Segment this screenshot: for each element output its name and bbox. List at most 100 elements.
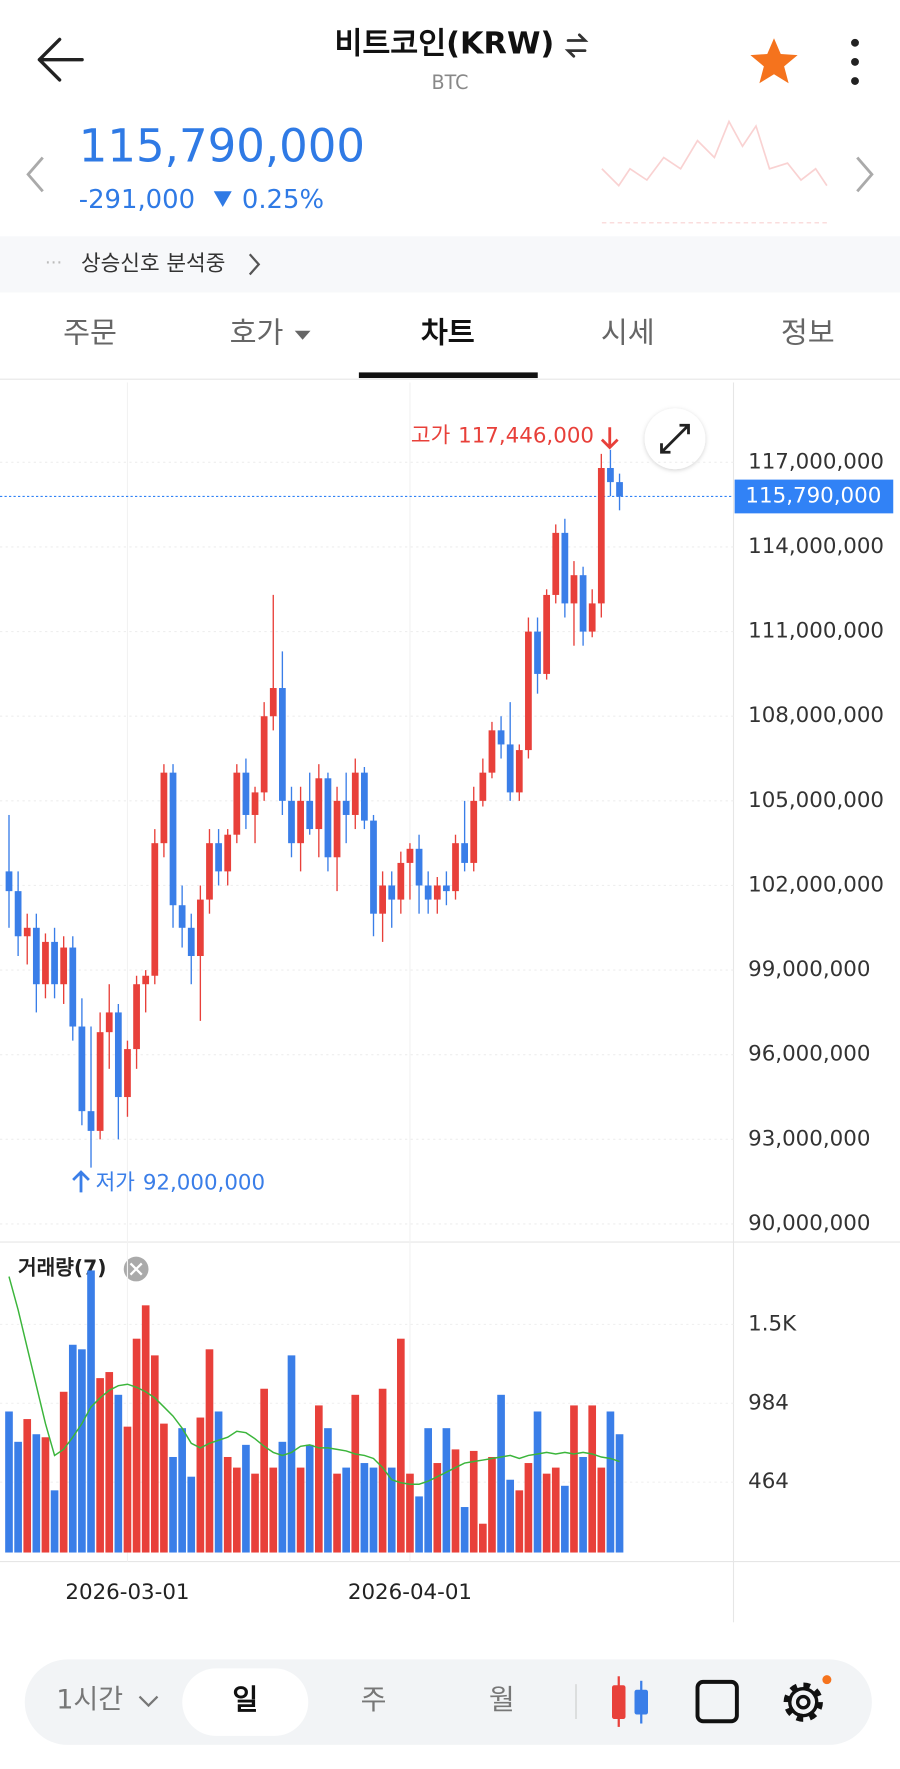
y-tick-label: 117,000,000	[748, 449, 884, 474]
volume-bar	[287, 1355, 296, 1553]
interval-chevron	[138, 1695, 159, 1708]
tab[interactable]: 정보	[781, 316, 835, 350]
swap-icon[interactable]	[564, 33, 589, 58]
volume-bar	[360, 1463, 369, 1553]
volume-bar	[597, 1467, 606, 1553]
candle-body	[160, 772, 168, 844]
candle-body	[488, 730, 496, 773]
candle-body	[114, 1012, 122, 1098]
volume-bar	[205, 1349, 214, 1553]
signal-bar[interactable]	[0, 236, 900, 293]
candle-body	[5, 871, 13, 892]
more-menu[interactable]	[851, 38, 859, 85]
y-tick-label: 108,000,000	[748, 703, 884, 728]
tab[interactable]: 주문	[63, 316, 117, 350]
volume-bar	[123, 1426, 132, 1553]
candle-body	[297, 800, 304, 844]
period[interactable]: 일	[232, 1683, 258, 1716]
candle-body	[406, 848, 414, 863]
high-value: 117,446,000	[458, 423, 594, 448]
tab[interactable]: 차트	[421, 316, 475, 350]
volume-bar	[242, 1444, 250, 1553]
y-tick-label: 114,000,000	[748, 534, 884, 559]
candle-body	[196, 899, 204, 957]
candle-body	[242, 772, 250, 815]
candle-body	[506, 744, 514, 793]
y-tick-label: 93,000,000	[748, 1126, 870, 1151]
layout-icon[interactable]	[695, 1679, 739, 1724]
volume-bar	[105, 1372, 114, 1553]
y-tick-label: 105,000,000	[748, 788, 884, 813]
title: 비트코인(KRW)	[334, 27, 554, 62]
candle-body	[315, 778, 323, 830]
volume-bar	[433, 1463, 442, 1553]
x-tick-label: 2026-03-01	[65, 1580, 189, 1605]
candle-body	[32, 927, 40, 985]
candle-body	[543, 594, 551, 674]
interval[interactable]: 1시간	[56, 1685, 123, 1716]
low-value: 92,000,000	[143, 1170, 265, 1195]
candle-body	[206, 843, 213, 900]
volume-bar	[333, 1473, 341, 1553]
candle-body	[470, 800, 478, 863]
candle-body	[461, 843, 468, 863]
tab[interactable]: 시세	[601, 316, 655, 350]
candle-body	[534, 631, 541, 674]
volume-bar	[269, 1467, 278, 1553]
close-indicator[interactable]	[123, 1256, 149, 1282]
volume-bar	[351, 1394, 360, 1553]
y-tick-label: 111,000,000	[748, 619, 884, 644]
candle-body	[78, 1026, 86, 1112]
next-arrow[interactable]	[856, 156, 874, 193]
volume-bar	[260, 1388, 268, 1553]
candle-body	[616, 482, 623, 497]
tab[interactable]: 호가	[230, 316, 284, 350]
price-change: -291,000	[79, 185, 195, 215]
volume-bar	[387, 1467, 396, 1553]
change-rate: 0.25%	[242, 185, 324, 215]
candle-body	[169, 772, 177, 906]
volume-bar	[533, 1411, 542, 1553]
volume-bar	[588, 1405, 597, 1553]
candle-body	[269, 688, 277, 717]
candle-body	[60, 947, 68, 985]
volume-bar	[150, 1355, 159, 1553]
x-tick-label: 2026-04-01	[348, 1580, 472, 1605]
candle-body	[133, 984, 140, 1050]
candle-type-icon[interactable]	[612, 1676, 648, 1727]
volume-tick-label: 1.5K	[748, 1311, 797, 1336]
volume-bar	[96, 1378, 104, 1553]
high-arrow	[600, 427, 619, 450]
candle-body	[333, 800, 341, 858]
candle-body	[370, 820, 377, 914]
volume-bar	[542, 1473, 551, 1553]
y-tick-label: 99,000,000	[748, 957, 870, 982]
signal-text: 상승신호 분석중	[81, 251, 225, 276]
candle-body	[142, 975, 150, 985]
current-price: 115,790,000	[79, 120, 365, 173]
back-button[interactable]	[37, 37, 84, 82]
candle-body	[424, 885, 432, 900]
high-annotation: 고가 117,446,000	[411, 423, 594, 448]
volume-bar	[160, 1423, 168, 1553]
expand-button[interactable]	[644, 408, 706, 470]
volume-bar	[251, 1473, 259, 1553]
down-triangle	[213, 191, 232, 208]
candle-body	[433, 885, 441, 900]
candle-body	[42, 941, 49, 985]
dots: ···	[45, 252, 62, 273]
favorite-star[interactable]	[750, 38, 798, 84]
settings-icon[interactable]	[783, 1675, 832, 1722]
volume-bar	[32, 1434, 41, 1553]
volume-bar	[497, 1394, 505, 1553]
candle-body	[96, 1032, 104, 1131]
volume-bar	[305, 1444, 314, 1553]
volume-bar	[524, 1463, 533, 1553]
volume-bar	[551, 1467, 560, 1553]
volume-bar	[23, 1419, 32, 1553]
period[interactable]: 월	[489, 1683, 515, 1716]
candle-body	[187, 927, 195, 957]
prev-arrow[interactable]	[26, 156, 44, 193]
period[interactable]: 주	[361, 1683, 387, 1716]
